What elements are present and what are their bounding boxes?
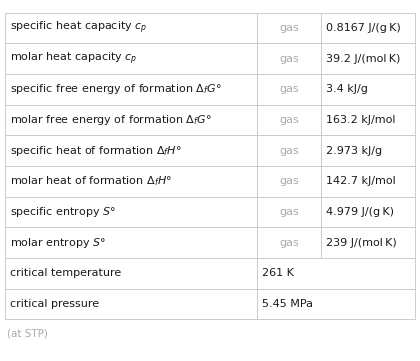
Text: 2.973 kJ/g: 2.973 kJ/g: [326, 146, 382, 156]
Text: critical pressure: critical pressure: [10, 299, 99, 309]
Text: 5.45 MPa: 5.45 MPa: [262, 299, 313, 309]
Text: gas: gas: [279, 84, 299, 94]
Text: specific heat of formation $\Delta_f H°$: specific heat of formation $\Delta_f H°$: [10, 144, 182, 158]
Text: 3.4 kJ/g: 3.4 kJ/g: [326, 84, 368, 94]
Text: gas: gas: [279, 238, 299, 248]
Text: specific heat capacity $c_p$: specific heat capacity $c_p$: [10, 20, 147, 36]
Text: 239 J/(mol K): 239 J/(mol K): [326, 238, 396, 248]
Text: specific free energy of formation $\Delta_f G°$: specific free energy of formation $\Delt…: [10, 82, 222, 96]
Text: 0.8167 J/(g K): 0.8167 J/(g K): [326, 23, 400, 33]
Text: specific entropy $S°$: specific entropy $S°$: [10, 205, 116, 219]
Text: molar heat capacity $c_p$: molar heat capacity $c_p$: [10, 51, 137, 67]
Text: gas: gas: [279, 23, 299, 33]
Text: 261 K: 261 K: [262, 269, 294, 278]
Text: gas: gas: [279, 115, 299, 125]
Text: (at STP): (at STP): [7, 329, 48, 339]
Text: 4.979 J/(g K): 4.979 J/(g K): [326, 207, 394, 217]
Text: molar heat of formation $\Delta_f H°$: molar heat of formation $\Delta_f H°$: [10, 174, 172, 188]
Text: gas: gas: [279, 54, 299, 64]
Text: 163.2 kJ/mol: 163.2 kJ/mol: [326, 115, 395, 125]
Text: molar entropy $S°$: molar entropy $S°$: [10, 236, 106, 250]
Text: 39.2 J/(mol K): 39.2 J/(mol K): [326, 54, 400, 64]
Text: 142.7 kJ/mol: 142.7 kJ/mol: [326, 177, 396, 186]
Text: gas: gas: [279, 177, 299, 186]
Text: critical temperature: critical temperature: [10, 269, 121, 278]
Text: molar free energy of formation $\Delta_f G°$: molar free energy of formation $\Delta_f…: [10, 113, 212, 127]
Text: gas: gas: [279, 146, 299, 156]
Text: gas: gas: [279, 207, 299, 217]
